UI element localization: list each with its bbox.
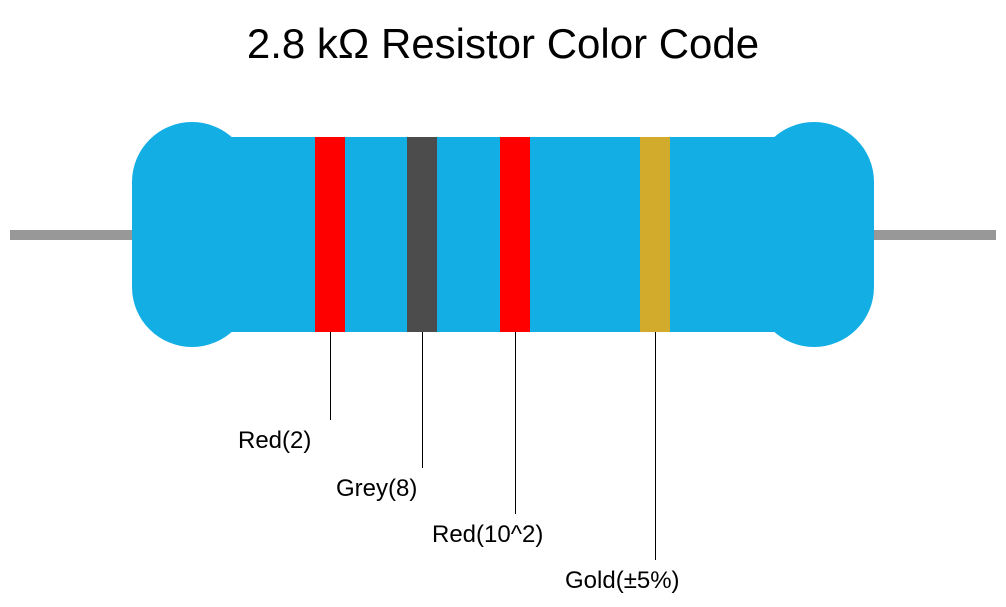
label-multiplier: Red(10^2) bbox=[432, 521, 543, 549]
label-tolerance: Gold(±5%) bbox=[565, 567, 680, 595]
leader-tolerance bbox=[655, 332, 656, 560]
leader-multiplier bbox=[515, 332, 516, 514]
diagram-title: 2.8 kΩ Resistor Color Code bbox=[247, 20, 759, 68]
lead-right bbox=[866, 230, 996, 240]
lead-left bbox=[10, 230, 140, 240]
band-tolerance bbox=[640, 137, 670, 332]
band-first-digit bbox=[315, 137, 345, 332]
resistor-diagram: Red(2)Grey(8)Red(10^2)Gold(±5%) bbox=[0, 100, 1006, 580]
leader-first-digit bbox=[330, 332, 331, 420]
leader-second-digit bbox=[422, 332, 423, 468]
label-first-digit: Red(2) bbox=[238, 427, 311, 455]
label-second-digit: Grey(8) bbox=[336, 475, 417, 503]
band-multiplier bbox=[500, 137, 530, 332]
band-second-digit bbox=[407, 137, 437, 332]
